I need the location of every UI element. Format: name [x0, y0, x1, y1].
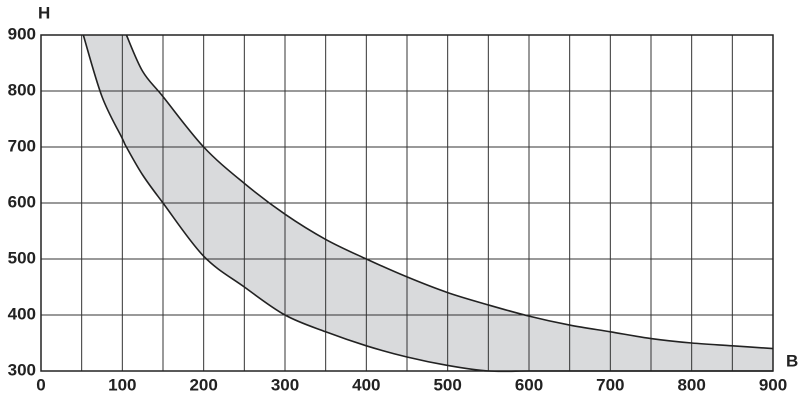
- band-fill: [83, 35, 773, 372]
- x-tick-label: 200: [189, 375, 217, 394]
- x-tick-label: 0: [36, 375, 45, 394]
- y-axis-label: H: [38, 3, 50, 22]
- y-tick-label: 800: [8, 80, 36, 99]
- curve: [82, 34, 773, 373]
- y-tick-label: 500: [8, 248, 36, 267]
- x-tick-label: 400: [352, 375, 380, 394]
- x-tick-label: 300: [271, 375, 299, 394]
- x-tick-label: 700: [596, 375, 624, 394]
- x-axis-label: B: [786, 351, 798, 370]
- x-tick-label: 600: [515, 375, 543, 394]
- curve: [125, 34, 774, 350]
- x-tick-label: 900: [759, 375, 787, 394]
- x-tick-label: 100: [108, 375, 136, 394]
- y-tick-label: 900: [8, 24, 36, 43]
- plot-frame: [40, 34, 774, 372]
- y-tick-label: 400: [8, 304, 36, 323]
- x-tick-label: 800: [677, 375, 705, 394]
- y-tick-label: 700: [8, 136, 36, 155]
- y-tick-label: 300: [8, 360, 36, 379]
- x-tick-label: 500: [433, 375, 461, 394]
- y-tick-label: 600: [8, 192, 36, 211]
